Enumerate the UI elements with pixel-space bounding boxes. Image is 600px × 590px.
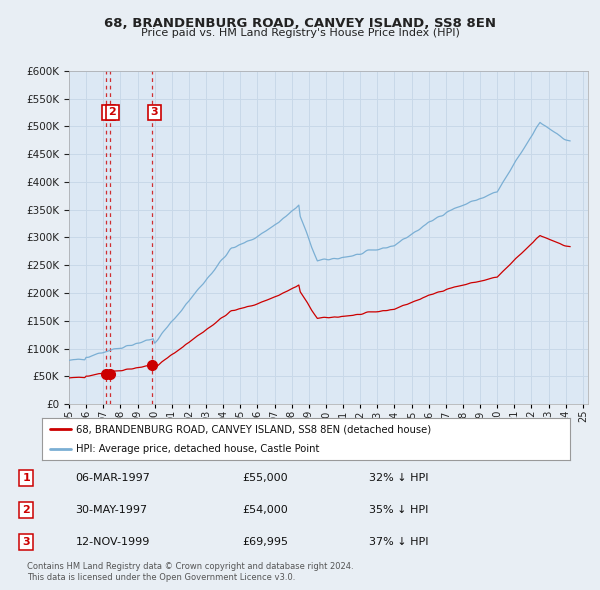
Text: 32% ↓ HPI: 32% ↓ HPI bbox=[369, 473, 428, 483]
Text: 2: 2 bbox=[23, 505, 30, 515]
Text: 3: 3 bbox=[151, 107, 158, 117]
Text: £55,000: £55,000 bbox=[242, 473, 288, 483]
Text: 68, BRANDENBURG ROAD, CANVEY ISLAND, SS8 8EN: 68, BRANDENBURG ROAD, CANVEY ISLAND, SS8… bbox=[104, 17, 496, 30]
Text: 30-MAY-1997: 30-MAY-1997 bbox=[76, 505, 148, 515]
Text: 68, BRANDENBURG ROAD, CANVEY ISLAND, SS8 8EN (detached house): 68, BRANDENBURG ROAD, CANVEY ISLAND, SS8… bbox=[76, 424, 431, 434]
Text: £69,995: £69,995 bbox=[242, 537, 289, 546]
Text: HPI: Average price, detached house, Castle Point: HPI: Average price, detached house, Cast… bbox=[76, 444, 320, 454]
Text: Price paid vs. HM Land Registry's House Price Index (HPI): Price paid vs. HM Land Registry's House … bbox=[140, 28, 460, 38]
Text: 37% ↓ HPI: 37% ↓ HPI bbox=[369, 537, 428, 546]
Text: This data is licensed under the Open Government Licence v3.0.: This data is licensed under the Open Gov… bbox=[27, 573, 295, 582]
Text: Contains HM Land Registry data © Crown copyright and database right 2024.: Contains HM Land Registry data © Crown c… bbox=[27, 562, 353, 571]
Text: 12-NOV-1999: 12-NOV-1999 bbox=[76, 537, 150, 546]
Text: 1: 1 bbox=[104, 107, 112, 117]
Text: 1: 1 bbox=[23, 473, 30, 483]
Text: 35% ↓ HPI: 35% ↓ HPI bbox=[369, 505, 428, 515]
Text: 2: 2 bbox=[109, 107, 116, 117]
Text: 3: 3 bbox=[23, 537, 30, 546]
Text: 06-MAR-1997: 06-MAR-1997 bbox=[76, 473, 150, 483]
Text: £54,000: £54,000 bbox=[242, 505, 288, 515]
